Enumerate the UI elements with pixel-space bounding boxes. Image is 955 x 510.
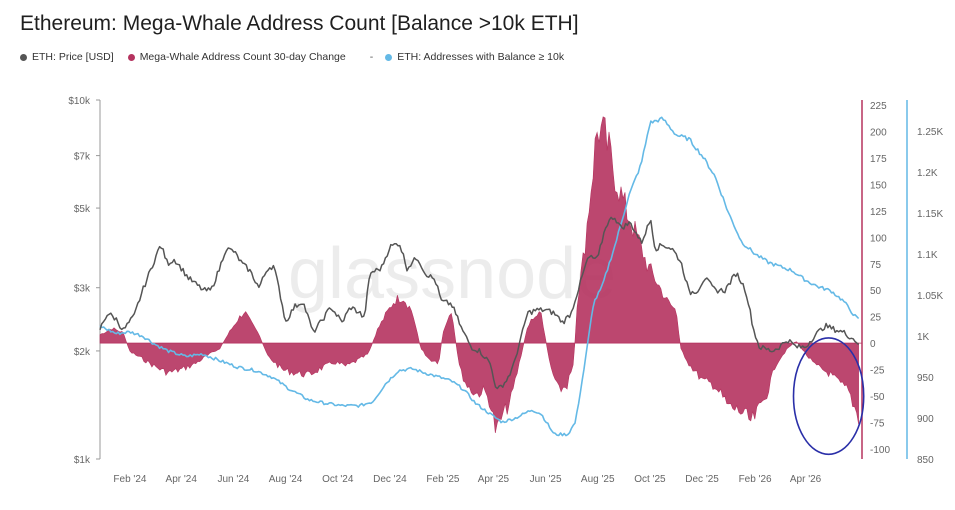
change-tick-label: -100: [870, 445, 890, 456]
right-tick-label: 1.1K: [917, 250, 938, 261]
legend: ETH: Price [USD] Mega-Whale Address Coun…: [20, 51, 578, 63]
legend-dot-icon: [20, 53, 27, 61]
x-tick-label: Feb '25: [426, 474, 459, 485]
x-tick-label: Feb '24: [113, 474, 146, 485]
right-tick-label: 850: [917, 455, 934, 466]
right-tick-label: 900: [917, 414, 934, 425]
change-tick-label: 75: [870, 260, 882, 271]
legend-item-change[interactable]: Mega-Whale Address Count 30-day Change: [127, 51, 346, 63]
chart-title: Ethereum: Mega-Whale Address Count [Bala…: [20, 12, 579, 35]
series-addresses-line: [99, 116, 860, 437]
left-tick-label: $3k: [74, 284, 91, 295]
change-tick-label: 0: [870, 339, 876, 350]
left-tick-label: $10k: [68, 96, 91, 107]
right-tick-label: 1.05K: [917, 291, 943, 302]
watermark: glassnode: [288, 234, 616, 314]
change-tick-label: 50: [870, 286, 882, 297]
right-tick-label: 1.15K: [917, 209, 943, 220]
legend-item-price[interactable]: ETH: Price [USD]: [20, 51, 114, 63]
series-change-area: [99, 116, 859, 434]
x-tick-label: Aug '24: [269, 474, 303, 485]
left-tick-label: $5k: [74, 204, 91, 215]
change-tick-label: 175: [870, 154, 887, 165]
x-tick-label: Apr '26: [790, 474, 822, 485]
change-tick-label: 150: [870, 180, 887, 191]
legend-label-price: ETH: Price [USD]: [32, 51, 114, 63]
left-tick-label: $7k: [74, 152, 91, 163]
x-tick-label: Feb '26: [739, 474, 772, 485]
legend-dot-icon: [127, 53, 135, 61]
legend-item-addresses[interactable]: ETH: Addresses with Balance ≥ 10k: [385, 51, 564, 63]
x-tick-label: Oct '24: [322, 474, 354, 485]
right-tick-label: 950: [917, 373, 934, 384]
right-tick-label: 1K: [917, 332, 930, 343]
x-tick-label: Apr '24: [166, 474, 198, 485]
legend-dot-icon: [385, 53, 393, 61]
change-tick-label: -25: [870, 366, 885, 377]
x-tick-label: Dec '25: [685, 474, 719, 485]
change-tick-label: 100: [870, 233, 887, 244]
right-tick-label: 1.2K: [917, 168, 938, 179]
change-tick-label: 25: [870, 313, 882, 324]
change-tick-label: -50: [870, 392, 885, 403]
legend-label-addresses: ETH: Addresses with Balance ≥ 10k: [397, 51, 565, 63]
left-tick-label: $1k: [74, 455, 91, 466]
x-tick-label: Dec '24: [373, 474, 407, 485]
change-tick-label: 225: [870, 101, 887, 112]
change-tick-label: 125: [870, 207, 887, 218]
x-tick-label: Aug '25: [581, 474, 615, 485]
right-tick-label: 1.25K: [917, 127, 943, 138]
x-tick-label: Apr '25: [478, 474, 510, 485]
annotation-ellipse: [792, 337, 865, 456]
series-price-line: [99, 216, 860, 390]
change-tick-label: -75: [870, 419, 885, 430]
left-tick-label: $2k: [74, 347, 91, 358]
x-tick-label: Jun '24: [217, 474, 249, 485]
legend-label-change: Mega-Whale Address Count 30-day Change: [139, 51, 346, 63]
change-tick-label: 200: [870, 127, 887, 138]
x-tick-label: Oct '25: [634, 474, 666, 485]
legend-separator: -: [369, 51, 374, 63]
x-tick-label: Jun '25: [530, 474, 562, 485]
